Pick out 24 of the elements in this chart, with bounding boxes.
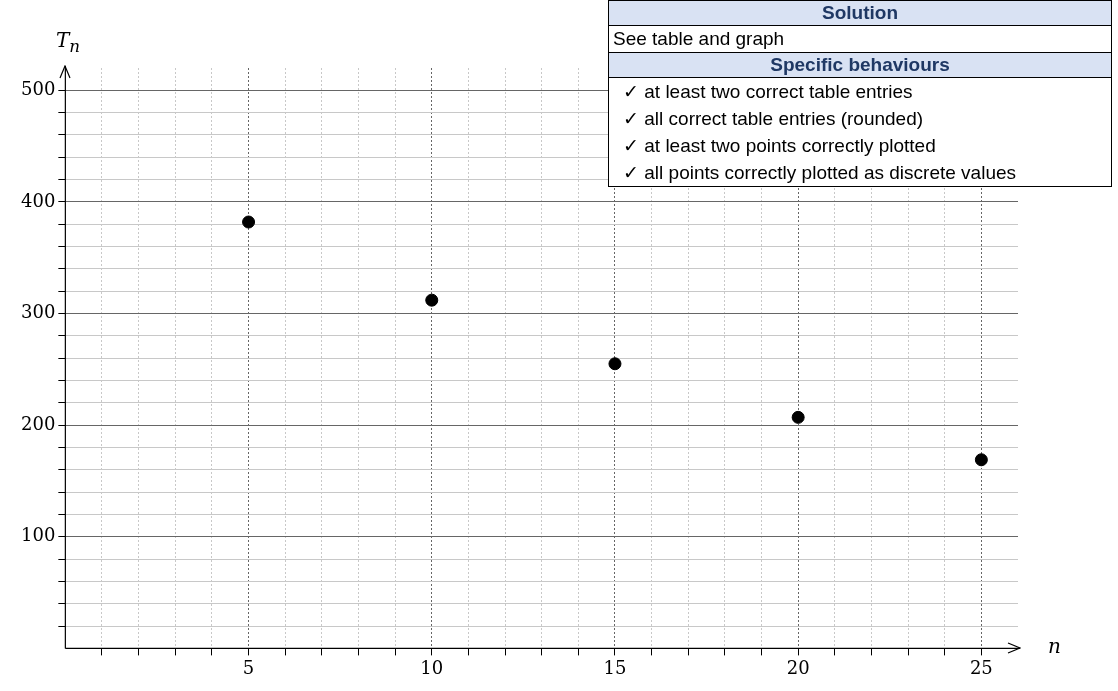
y-tick-label: 100: [21, 524, 56, 546]
x-tick-label: 5: [242, 656, 255, 678]
point: [608, 357, 622, 371]
y-axis-title: T$_{n}$: [56, 28, 81, 56]
table-heading: Solution: [609, 1, 1111, 26]
x-tick-label: 20: [786, 656, 810, 678]
annotation: ✓ at least two points correctly plotted: [622, 134, 937, 158]
x-tick-label: 25: [969, 656, 993, 678]
annotation: ✓ at least two correct table entries: [622, 80, 914, 104]
y-tick-label: 400: [21, 189, 56, 211]
x-axis-title: n: [1048, 634, 1061, 658]
x-tick-label: 15: [603, 656, 627, 678]
x-tick-label: 10: [420, 656, 444, 678]
point: [791, 410, 805, 424]
annotation: ✓ all points correctly plotted as discrete values: [622, 161, 1017, 185]
point: [974, 453, 988, 467]
y-tick-label: 500: [21, 77, 56, 99]
y-tick-label: 200: [21, 412, 56, 434]
annotation: ✓ all correct table entries (rounded): [622, 107, 925, 131]
y-tick-label: 300: [21, 301, 56, 323]
point: [242, 215, 256, 229]
point: [425, 293, 439, 307]
text: See table and graph: [613, 28, 785, 49]
table-heading: Specific behaviours: [609, 52, 1111, 78]
